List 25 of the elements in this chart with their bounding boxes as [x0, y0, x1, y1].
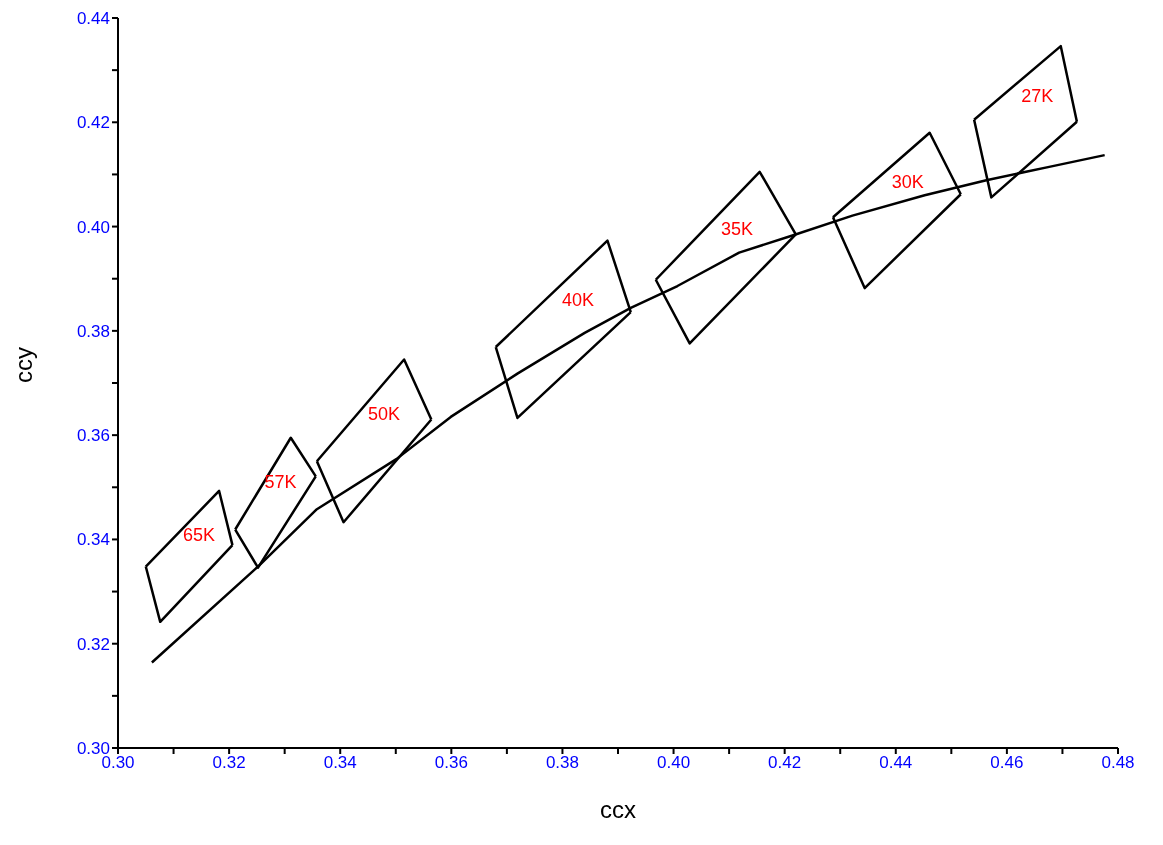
x-tick-label: 0.46: [990, 753, 1024, 773]
y-tick-label: 0.32: [76, 634, 110, 654]
x-tick-label: 0.42: [768, 753, 802, 773]
x-tick-label: 0.48: [1101, 753, 1135, 773]
y-tick-label: 0.34: [76, 530, 110, 550]
x-axis-title: ccx: [600, 796, 636, 823]
y-tick-label: 0.44: [76, 9, 110, 29]
series-label: 30K: [891, 171, 924, 192]
y-tick-label: 0.38: [76, 321, 110, 341]
x-tick-label: 0.36: [434, 753, 468, 773]
x-tick-label: 0.40: [657, 753, 691, 773]
series-label: 27K: [1021, 86, 1054, 107]
y-tick-label: 0.36: [76, 426, 110, 446]
y-axis-title: ccy: [9, 347, 37, 383]
series-label: 57K: [264, 471, 297, 492]
y-tick-label: 0.42: [76, 113, 110, 133]
x-tick-label: 0.44: [879, 753, 913, 773]
y-tick-label: 0.40: [76, 217, 110, 237]
series-label: 40K: [561, 290, 595, 311]
series-label: 50K: [368, 403, 401, 424]
x-tick-label: 0.38: [545, 753, 579, 773]
series-label: 65K: [183, 524, 216, 545]
series-label: 35K: [721, 219, 754, 240]
x-tick-label: 0.32: [212, 753, 246, 773]
x-tick-label: 0.34: [323, 753, 357, 773]
